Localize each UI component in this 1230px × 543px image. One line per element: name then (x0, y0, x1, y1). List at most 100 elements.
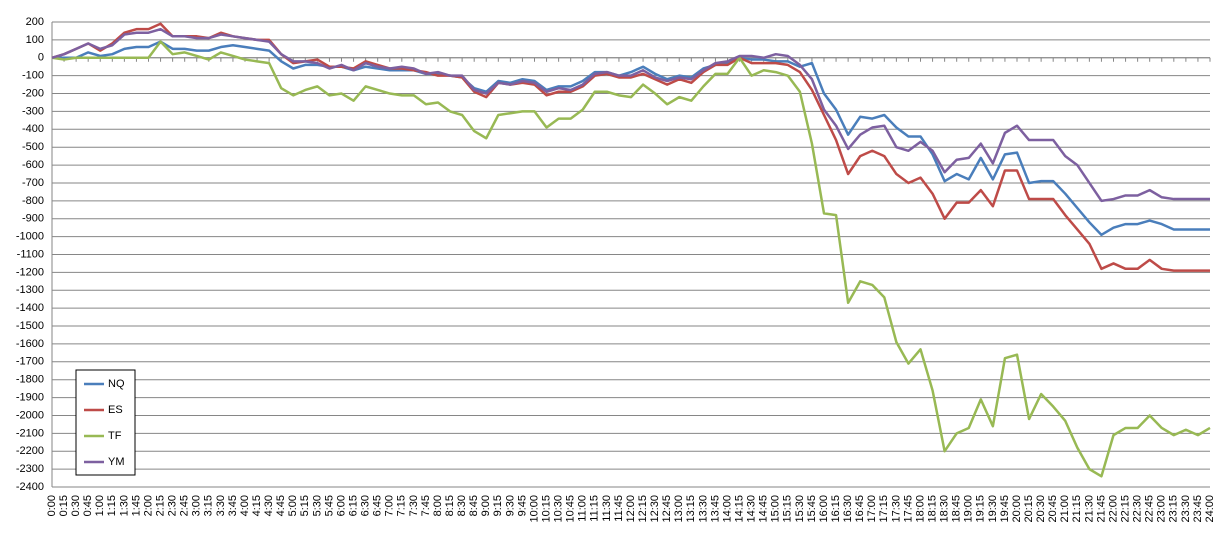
x-tick-label: 4:15 (251, 495, 263, 516)
x-tick-label: 24:00 (1204, 495, 1216, 523)
x-tick-label: 6:15 (347, 495, 359, 516)
x-tick-label: 12:30 (649, 495, 661, 523)
x-tick-label: 16:30 (842, 495, 854, 523)
x-tick-label: 7:30 (408, 495, 420, 516)
x-tick-label: 13:15 (685, 495, 697, 523)
x-tick-label: 23:30 (1180, 495, 1192, 523)
y-tick-label: 100 (26, 34, 44, 46)
x-tick-label: 2:00 (142, 495, 154, 516)
x-tick-label: 0:00 (46, 495, 58, 516)
x-tick-label: 19:30 (987, 495, 999, 523)
x-tick-label: 16:45 (854, 495, 866, 523)
x-tick-label: 18:15 (926, 495, 938, 523)
y-tick-label: -1100 (17, 248, 44, 260)
y-tick-label: -100 (22, 70, 44, 82)
y-tick-label: -900 (22, 213, 44, 225)
x-tick-label: 2:45 (179, 495, 191, 516)
legend-label: YM (108, 456, 125, 468)
y-tick-label: 200 (26, 16, 44, 28)
x-tick-label: 19:15 (975, 495, 987, 523)
x-tick-label: 23:00 (1156, 495, 1168, 523)
x-tick-label: 8:30 (456, 495, 468, 516)
x-tick-label: 4:00 (239, 495, 251, 516)
x-tick-label: 9:45 (516, 495, 528, 516)
legend-label: NQ (108, 378, 125, 390)
x-tick-label: 22:00 (1107, 495, 1119, 523)
x-tick-label: 5:30 (311, 495, 323, 516)
x-tick-label: 11:15 (589, 495, 601, 522)
x-tick-label: 5:15 (299, 495, 311, 516)
x-tick-label: 5:00 (287, 495, 299, 516)
x-tick-label: 8:45 (468, 495, 480, 516)
y-tick-label: -1700 (16, 356, 44, 368)
legend-label: ES (108, 404, 123, 416)
x-tick-label: 2:15 (154, 495, 166, 516)
y-tick-label: -2300 (16, 463, 44, 475)
y-tick-label: -500 (22, 141, 44, 153)
x-tick-label: 20:45 (1047, 495, 1059, 523)
x-tick-label: 11:00 (577, 495, 589, 522)
x-tick-label: 17:30 (890, 495, 902, 523)
y-tick-label: 0 (38, 52, 44, 64)
x-tick-label: 11:30 (601, 495, 613, 522)
y-tick-label: -2200 (16, 445, 44, 457)
x-tick-label: 3:00 (191, 495, 203, 516)
x-tick-label: 21:45 (1095, 495, 1107, 523)
x-tick-label: 7:15 (396, 495, 408, 516)
y-tick-label: -800 (22, 195, 44, 207)
x-tick-label: 14:30 (746, 495, 758, 523)
x-tick-label: 10:15 (540, 495, 552, 523)
y-tick-label: -400 (22, 123, 44, 135)
y-tick-label: -1400 (16, 302, 44, 314)
x-tick-label: 15:45 (806, 495, 818, 523)
x-tick-label: 12:15 (637, 495, 649, 523)
y-tick-label: -1000 (16, 231, 44, 243)
x-tick-label: 15:30 (794, 495, 806, 523)
y-tick-label: -1900 (16, 391, 44, 403)
x-tick-label: 0:30 (70, 495, 82, 516)
x-tick-label: 1:15 (106, 495, 118, 516)
series-line (51, 27, 1210, 203)
x-tick-label: 10:30 (553, 495, 565, 523)
x-tick-label: 10:00 (528, 495, 540, 523)
x-tick-label: 12:00 (625, 495, 637, 523)
y-tick-label: -700 (22, 177, 44, 189)
x-tick-label: 0:45 (82, 495, 94, 516)
x-tick-label: 18:45 (951, 495, 963, 523)
x-tick-label: 21:30 (1083, 495, 1095, 523)
x-tick-label: 22:30 (1132, 495, 1144, 523)
x-tick-label: 1:00 (94, 495, 106, 516)
series-line (52, 40, 1210, 237)
x-tick-label: 17:00 (866, 495, 878, 523)
x-tick-label: 9:30 (504, 495, 516, 516)
x-tick-label: 5:45 (323, 495, 335, 516)
x-tick-label: 17:45 (902, 495, 914, 523)
x-tick-label: 6:00 (335, 495, 347, 516)
x-tick-label: 14:45 (758, 495, 770, 523)
y-tick-label: -1600 (16, 338, 44, 350)
x-tick-label: 2:30 (167, 495, 179, 516)
x-tick-label: 16:15 (830, 495, 842, 523)
y-tick-label: -1200 (16, 266, 44, 278)
x-tick-label: 8:15 (444, 495, 456, 516)
legend-label: TF (108, 430, 122, 442)
x-tick-label: 20:15 (1023, 495, 1035, 523)
x-tick-label: 8:00 (432, 495, 444, 516)
x-tick-label: 10:45 (565, 495, 577, 523)
x-tick-label: 23:45 (1192, 495, 1204, 523)
x-tick-label: 22:45 (1144, 495, 1156, 523)
y-tick-label: -200 (22, 87, 44, 99)
x-tick-label: 15:00 (770, 495, 782, 523)
y-tick-label: -600 (22, 159, 44, 171)
legend-box (75, 369, 136, 476)
x-tick-label: 17:15 (878, 495, 890, 523)
x-tick-label: 3:15 (203, 495, 215, 516)
x-tick-label: 20:30 (1035, 495, 1047, 523)
x-tick-label: 4:45 (275, 495, 287, 516)
x-tick-label: 22:15 (1119, 495, 1131, 523)
x-tick-label: 19:45 (999, 495, 1011, 523)
x-tick-label: 14:15 (733, 495, 745, 523)
x-tick-label: 3:45 (227, 495, 239, 516)
y-tick-label: -1500 (16, 320, 44, 332)
